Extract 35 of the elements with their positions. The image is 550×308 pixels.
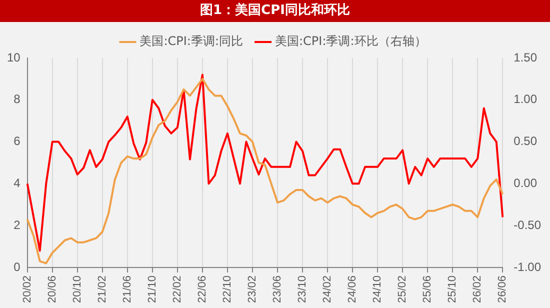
x-tick-label: 20/10 bbox=[71, 275, 84, 304]
x-tick-label: 26/06 bbox=[496, 275, 509, 304]
y-tick-label: 10 bbox=[6, 50, 21, 64]
x-tick-label: 22/02 bbox=[171, 275, 184, 304]
legend-label: 美国:CPI:季调:同比 bbox=[140, 34, 244, 48]
y2-tick-label: 0.50 bbox=[514, 134, 538, 148]
y-tick-label: 6 bbox=[14, 134, 21, 148]
x-tick-label: 23/10 bbox=[296, 275, 309, 304]
x-tick-label: 22/06 bbox=[196, 275, 208, 304]
x-tick-label: 22/10 bbox=[222, 275, 234, 304]
x-tick-label: 23/06 bbox=[272, 275, 284, 304]
y2-tick-label: -0.50 bbox=[514, 218, 542, 232]
x-tick-label: 23/02 bbox=[246, 275, 259, 304]
y2-tick-label: -1.00 bbox=[514, 260, 542, 274]
y2-tick-label: 0.00 bbox=[514, 176, 538, 190]
x-tick-label: 24/06 bbox=[346, 275, 359, 304]
x-tick-label: 24/02 bbox=[322, 275, 334, 304]
x-tick-label: 21/02 bbox=[96, 275, 108, 304]
x-tick-label: 25/10 bbox=[446, 275, 459, 304]
y2-tick-label: 1.00 bbox=[514, 92, 538, 106]
y-tick-label: 4 bbox=[14, 176, 21, 190]
chart-title: 图1：美国CPI同比和环比 bbox=[0, 0, 550, 22]
y-tick-label: 0 bbox=[14, 260, 21, 274]
y2-tick-label: 1.50 bbox=[514, 50, 538, 64]
legend-label: 美国:CPI:季调:环比（右轴） bbox=[275, 34, 426, 48]
x-tick-label: 20/06 bbox=[46, 275, 58, 304]
x-tick-label: 21/06 bbox=[121, 275, 134, 304]
x-tick-label: 24/10 bbox=[372, 275, 384, 304]
y-tick-label: 8 bbox=[14, 92, 21, 106]
y-tick-label: 2 bbox=[14, 218, 21, 232]
x-tick-label: 20/02 bbox=[21, 275, 34, 304]
x-tick-label: 26/02 bbox=[472, 275, 484, 304]
x-tick-label: 25/02 bbox=[396, 275, 409, 304]
x-tick-label: 25/06 bbox=[422, 275, 434, 304]
x-tick-label: 21/10 bbox=[146, 275, 158, 304]
